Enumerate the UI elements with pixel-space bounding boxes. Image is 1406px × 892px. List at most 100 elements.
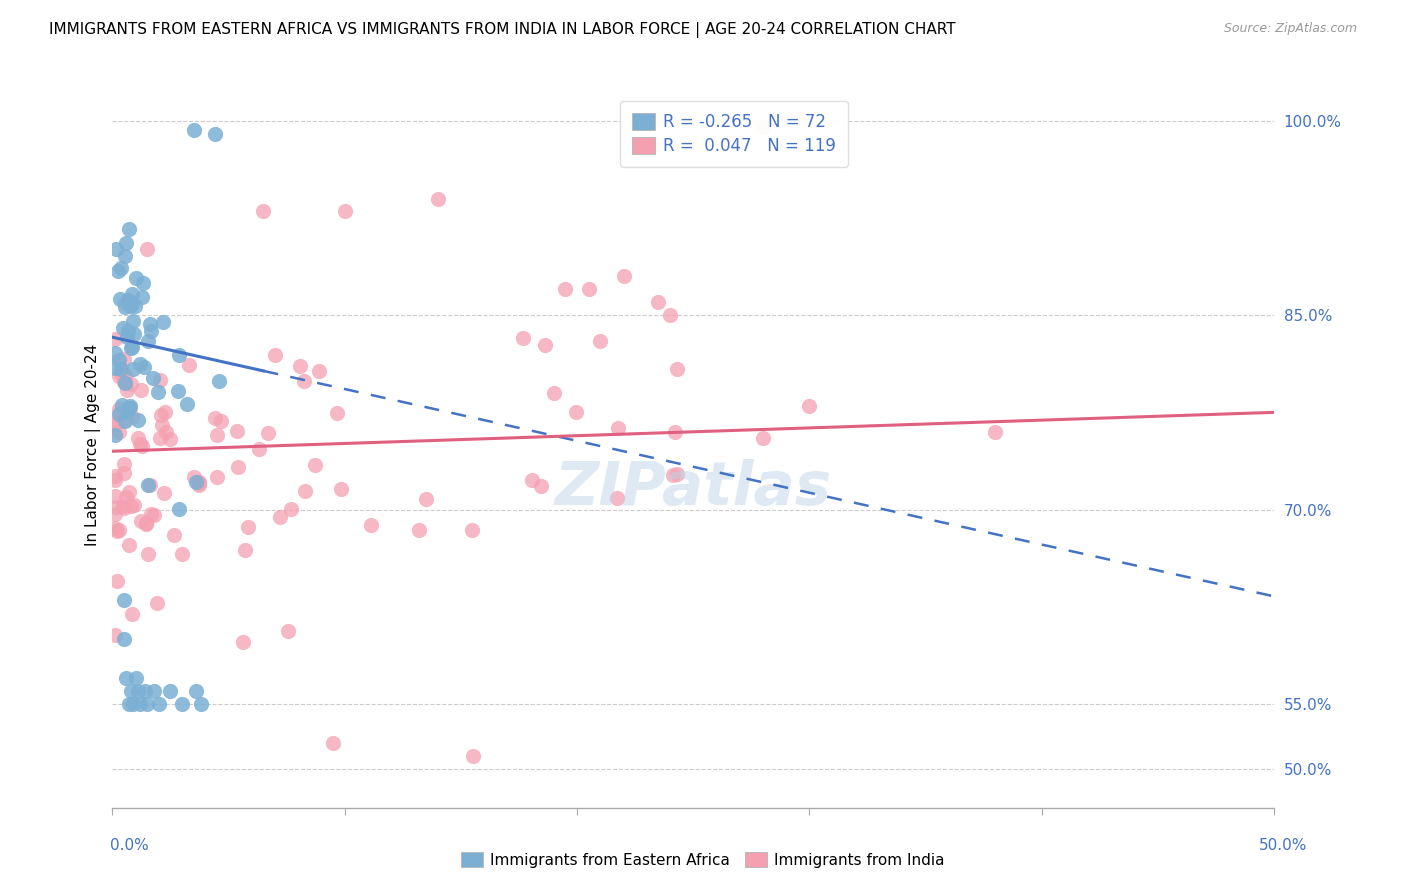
Point: [142, 371, 165, 385]
Point: [204, 127, 226, 141]
Point: [233, 542, 256, 557]
Point: [129, 357, 152, 371]
Point: [167, 384, 190, 398]
Point: [108, 401, 131, 416]
Point: [112, 466, 135, 480]
Point: [120, 499, 142, 513]
Point: [228, 460, 250, 475]
Point: [112, 457, 135, 471]
Point: [118, 399, 141, 413]
Point: [122, 697, 145, 711]
Point: [578, 282, 600, 296]
Point: [121, 340, 143, 354]
Point: [207, 427, 229, 442]
Point: [662, 468, 685, 483]
Point: [105, 524, 128, 538]
Point: [136, 242, 159, 256]
Point: [461, 748, 484, 763]
Text: ZIPatlas: ZIPatlas: [555, 458, 832, 517]
Point: [280, 502, 302, 516]
Point: [112, 413, 135, 427]
Point: [111, 320, 134, 334]
Point: [108, 407, 131, 421]
Point: [204, 411, 226, 425]
Point: [104, 468, 127, 483]
Point: [114, 376, 136, 390]
Point: [104, 417, 127, 432]
Point: [288, 359, 311, 373]
Point: [104, 500, 127, 514]
Point: [520, 473, 543, 487]
Point: [135, 516, 157, 531]
Point: [122, 326, 145, 341]
Point: [104, 521, 127, 535]
Point: [408, 523, 430, 537]
Point: [118, 697, 141, 711]
Point: [112, 632, 135, 647]
Point: [112, 593, 135, 607]
Point: [543, 385, 565, 400]
Point: [612, 269, 634, 284]
Point: [188, 475, 211, 490]
Point: [752, 120, 775, 135]
Text: IMMIGRANTS FROM EASTERN AFRICA VS IMMIGRANTS FROM INDIA IN LABOR FORCE | AGE 20-: IMMIGRANTS FROM EASTERN AFRICA VS IMMIGR…: [49, 22, 956, 38]
Point: [187, 478, 209, 492]
Point: [117, 324, 139, 338]
Point: [183, 470, 205, 484]
Point: [360, 517, 382, 532]
Point: [104, 360, 127, 375]
Point: [172, 547, 194, 561]
Point: [104, 473, 127, 487]
Point: [252, 204, 274, 219]
Point: [122, 498, 145, 512]
Point: [169, 348, 191, 362]
Point: [104, 427, 127, 442]
Point: [247, 442, 270, 456]
Point: [127, 431, 149, 445]
Point: [799, 399, 821, 413]
Point: [105, 574, 128, 588]
Point: [208, 374, 231, 388]
Point: [159, 432, 181, 446]
Point: [107, 368, 129, 383]
Point: [125, 270, 148, 285]
Point: [115, 671, 138, 685]
Point: [304, 458, 326, 472]
Point: [155, 425, 177, 439]
Point: [146, 384, 169, 399]
Point: [292, 374, 315, 388]
Point: [104, 507, 127, 521]
Point: [664, 425, 686, 439]
Point: [118, 222, 141, 236]
Point: [159, 684, 181, 698]
Point: [131, 438, 153, 452]
Point: [107, 264, 129, 278]
Point: [129, 515, 152, 529]
Point: [136, 334, 159, 348]
Point: [269, 509, 291, 524]
Point: [115, 383, 138, 397]
Point: [176, 397, 198, 411]
Point: [277, 624, 299, 639]
Point: [205, 470, 228, 484]
Point: [146, 596, 169, 610]
Point: [117, 538, 139, 552]
Point: [120, 341, 142, 355]
Point: [415, 491, 437, 506]
Point: [118, 299, 141, 313]
Point: [107, 425, 129, 439]
Point: [120, 401, 142, 416]
Point: [148, 697, 170, 711]
Point: [118, 401, 141, 416]
Point: [184, 684, 207, 698]
Point: [232, 635, 254, 649]
Point: [139, 324, 162, 338]
Point: [308, 364, 330, 378]
Point: [153, 486, 176, 500]
Text: 0.0%: 0.0%: [110, 838, 149, 853]
Point: [108, 523, 131, 537]
Point: [114, 235, 136, 250]
Point: [530, 478, 553, 492]
Point: [111, 499, 134, 513]
Point: [122, 314, 145, 328]
